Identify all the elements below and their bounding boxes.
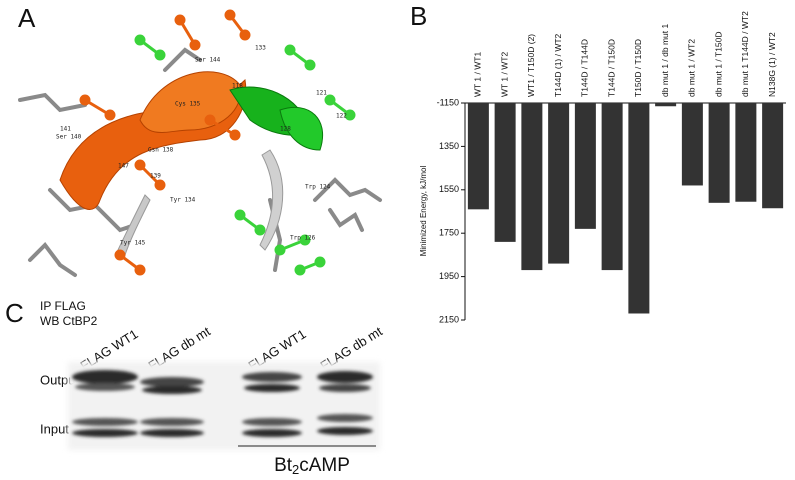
bar	[601, 103, 623, 271]
panel-label: A	[18, 3, 36, 33]
bar	[681, 103, 703, 186]
bar	[628, 103, 650, 314]
residue-label: Ser 140	[56, 134, 82, 141]
category-label: T144D (1) / WT2	[553, 33, 563, 97]
y-tick-label: 1350	[439, 141, 459, 151]
y-tick-label: 2150	[439, 314, 459, 324]
category-label: T144D / T150D	[606, 39, 616, 97]
panel-label: B	[410, 1, 427, 31]
wb-label: WB CtBP2	[40, 314, 98, 328]
panel-label: C	[5, 298, 24, 328]
category-label: WT 1 / WT1	[473, 52, 483, 97]
bar	[548, 103, 570, 264]
row-label: Input	[40, 421, 69, 436]
treatment-sub: 2	[292, 462, 299, 477]
bar	[735, 103, 757, 202]
category-label: T144D / T144D	[580, 39, 590, 97]
bar	[655, 103, 677, 107]
category-label: db mut 1 / WT2	[687, 39, 697, 97]
category-label: WT1 / T150D (2)	[526, 34, 536, 97]
residue-label: Ser 144	[195, 57, 221, 64]
bar	[708, 103, 730, 203]
western-blot	[68, 362, 380, 450]
residue-labels: 133 Ser 144 118 121 122 Cys 135 128 Ser …	[56, 45, 347, 247]
residue-label: Tyr 134	[170, 197, 196, 204]
category-label: WT 1 / WT2	[499, 52, 509, 97]
category-label: db mut 1 / T150D	[713, 31, 723, 97]
residue-label: 147	[118, 163, 129, 170]
bar	[494, 103, 516, 242]
bar	[467, 103, 489, 210]
y-tick-label: 1750	[439, 228, 459, 238]
residue-label: 141	[60, 126, 71, 133]
treatment-label: Bt2cAMP	[274, 455, 350, 477]
bar	[521, 103, 543, 271]
category-label: N138G (1) / WT2	[767, 32, 777, 97]
residue-label: 133	[255, 45, 266, 52]
category-label: db mut 1 T144D / WT2	[740, 11, 750, 97]
category-label: db mut 1 / db mut 1	[660, 23, 670, 97]
residue-label: 128	[280, 126, 291, 133]
residue-label: 139	[150, 173, 161, 180]
category-label: T150D / T150D	[633, 39, 643, 97]
energy-chart: B Minimized Energy, kJ/mol -1150 1350 1550…	[410, 1, 786, 324]
y-tick-label: 1950	[439, 271, 459, 281]
bar	[762, 103, 784, 209]
residue-label: Trp 124	[305, 184, 331, 191]
residue-label: Gsn 138	[148, 147, 174, 154]
treatment-rest: cAMP	[299, 455, 350, 476]
ip-label: IP FLAG	[40, 299, 86, 313]
residue-label: 118	[232, 83, 243, 90]
residue-label: Cys 135	[175, 101, 201, 108]
residue-label: 122	[336, 113, 347, 120]
bar	[574, 103, 596, 229]
y-tick-label: -1150	[437, 97, 459, 107]
treatment-main: Bt	[274, 455, 293, 476]
residue-label: Tyr 145	[120, 240, 146, 247]
residue-label: 121	[316, 90, 327, 97]
y-axis-label: Minimized Energy, kJ/mol	[419, 166, 428, 257]
y-tick-label: 1550	[439, 184, 459, 194]
residue-label: Trp 126	[290, 235, 316, 242]
protein-structure	[18, 9, 382, 277]
